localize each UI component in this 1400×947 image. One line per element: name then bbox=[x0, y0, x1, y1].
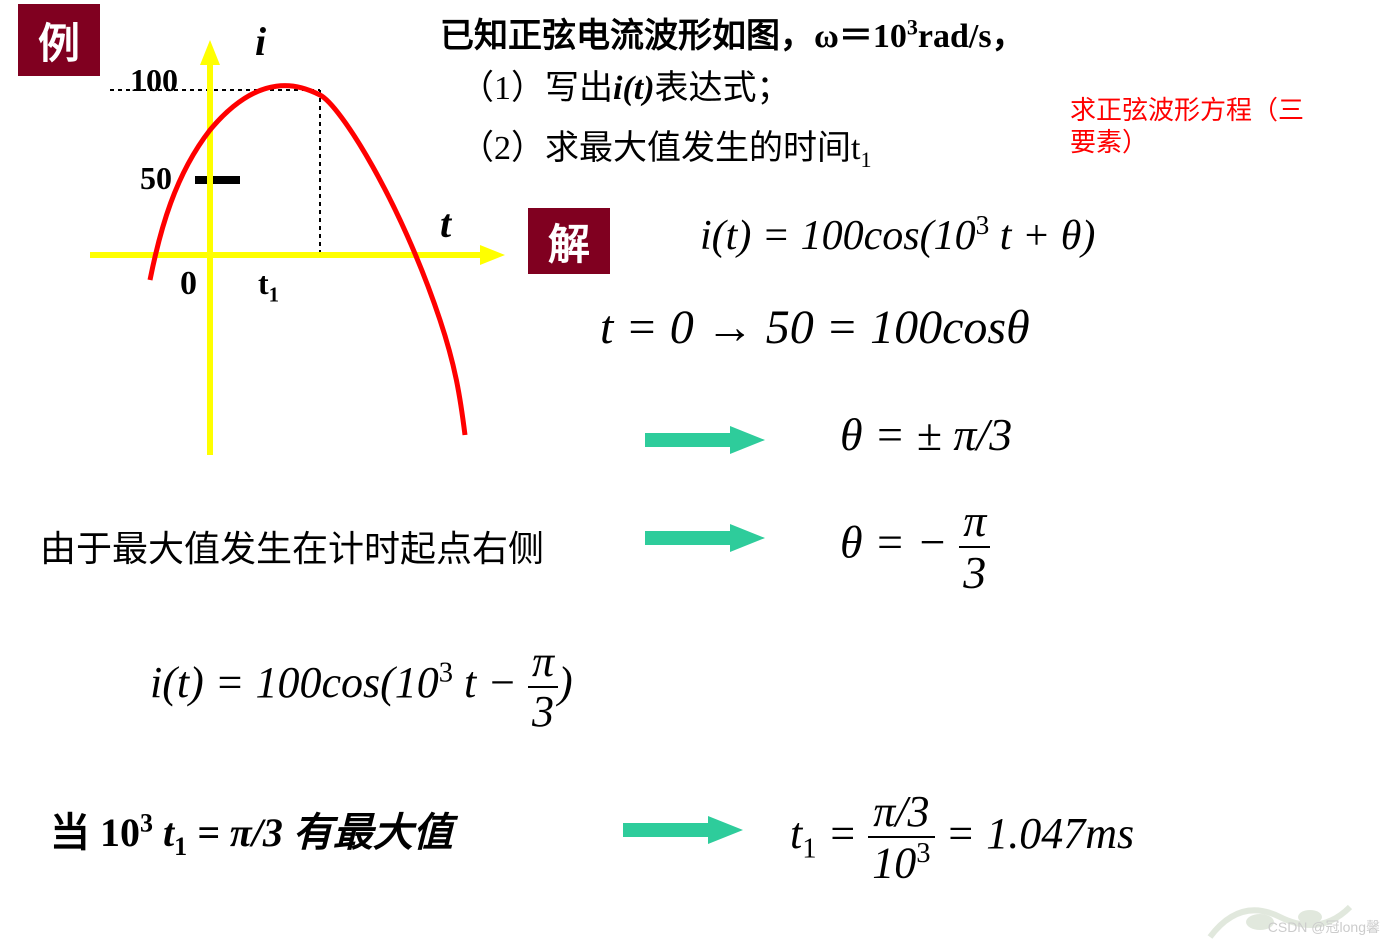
arrow-3 bbox=[618, 810, 748, 850]
arrow-2 bbox=[640, 518, 770, 558]
eq1: i(t) = 100cos(103 t + θ) bbox=[700, 210, 1095, 260]
eq7: t1 = π/3 103 = 1.047ms bbox=[790, 790, 1134, 886]
solution-badge: 解 bbox=[528, 208, 610, 274]
waveform-graph bbox=[0, 0, 560, 480]
label-t1: t1 bbox=[258, 265, 279, 307]
y-axis-arrow bbox=[200, 40, 220, 65]
eq6: 当 103 t1 = π/3 有最大值 bbox=[50, 800, 453, 862]
solution-badge-text: 解 bbox=[548, 211, 590, 272]
watermark: CSDN @冠long馨 bbox=[1268, 917, 1380, 937]
eq4: θ = − π 3 bbox=[840, 498, 990, 596]
eq5: i(t) = 100cos(103 t − π 3 ) bbox=[150, 640, 573, 734]
label-0: 0 bbox=[180, 265, 197, 303]
sine-curve bbox=[150, 86, 465, 435]
note-line2: 要素） bbox=[1070, 122, 1148, 159]
label-t: t bbox=[440, 200, 451, 247]
label-i: i bbox=[255, 18, 266, 65]
tick-50: 50 bbox=[140, 160, 172, 197]
x-axis-arrow bbox=[480, 245, 505, 265]
text-max-right: 由于最大值发生在计时起点右侧 bbox=[40, 520, 544, 572]
tick-100: 100 bbox=[130, 62, 178, 99]
arrow-1 bbox=[640, 420, 770, 460]
eq2: t = 0 → 50 = 100cosθ bbox=[600, 300, 1030, 355]
eq3: θ = ± π/3 bbox=[840, 408, 1012, 461]
